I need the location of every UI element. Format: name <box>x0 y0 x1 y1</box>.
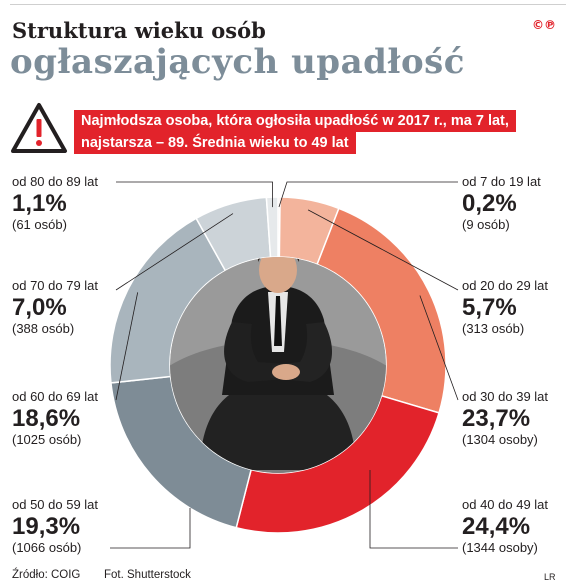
pct-70-79: 7,0% <box>12 294 67 321</box>
range-80-89: od 80 do 89 lat <box>12 174 99 189</box>
leader-line-2 <box>419 295 459 401</box>
range-40-49: od 40 do 49 lat <box>462 497 549 512</box>
pct-60-69: 18,6% <box>12 405 81 432</box>
range-50-59: od 50 do 59 lat <box>12 497 99 512</box>
label-60-69: od 60 do 69 lat 18,6% (1025 osób) <box>12 388 98 448</box>
photo-legs <box>200 380 356 470</box>
donut-slices <box>109 196 447 534</box>
leader-line-3 <box>369 470 458 549</box>
label-50-59: od 50 do 59 lat 19,3% (1066 osób) <box>12 496 98 556</box>
photo-businessman <box>170 257 386 473</box>
count-50-59: (1066 osób) <box>12 540 82 555</box>
pct-80-89: 1,1% <box>12 190 67 217</box>
source-text: Źródło: COIG <box>12 569 81 581</box>
leader-line-7 <box>116 181 273 208</box>
range-20-29: od 20 do 29 lat <box>462 278 549 293</box>
alert-line-1: Najmłodsza osoba, która ogłosiła upadłoś… <box>74 110 516 132</box>
alert-line-2: najstarsza – 89. Średnia wieku to 49 lat <box>74 132 356 154</box>
label-80-89: od 80 do 89 lat 1,1% (61 osób) <box>12 173 98 233</box>
label-30-39: od 30 do 39 lat 23,7% (1304 osoby) <box>462 388 548 448</box>
label-7-19: od 7 do 19 lat 0,2% (9 osób) <box>462 173 541 233</box>
count-20-29: (313 osób) <box>462 321 525 336</box>
pct-40-49: 24,4% <box>462 513 531 540</box>
leader-line-0 <box>278 181 458 208</box>
photo-face <box>259 257 297 293</box>
title-line-1: Struktura wieku osób <box>12 18 266 43</box>
leader-lines <box>110 181 459 549</box>
range-70-79: od 70 do 79 lat <box>12 278 99 293</box>
photo-tie <box>274 296 282 346</box>
leader-line-1 <box>307 209 459 291</box>
leader-line-6 <box>115 213 234 291</box>
title-line-2: ogłaszających upadłość <box>10 42 465 82</box>
count-60-69: (1025 osób) <box>12 432 82 447</box>
warning-icon <box>11 103 67 153</box>
pct-7-19: 0,2% <box>462 190 517 217</box>
photo-hands <box>272 364 300 380</box>
author-initials: LR <box>544 572 556 582</box>
range-7-19: od 7 do 19 lat <box>462 174 541 189</box>
label-20-29: od 20 do 29 lat 5,7% (313 osób) <box>462 277 548 337</box>
count-30-39: (1304 osoby) <box>462 432 538 447</box>
copyright-mark: ©℗ <box>532 18 556 32</box>
count-7-19: (9 osób) <box>462 217 510 232</box>
pct-30-39: 23,7% <box>462 405 531 432</box>
top-rule <box>10 4 566 5</box>
leader-line-5 <box>115 292 139 401</box>
pct-50-59: 19,3% <box>12 513 81 540</box>
range-60-69: od 60 do 69 lat <box>12 389 99 404</box>
leader-line-4 <box>110 508 191 549</box>
label-40-49: od 40 do 49 lat 24,4% (1344 osoby) <box>462 496 548 556</box>
count-80-89: (61 osób) <box>12 217 67 232</box>
count-40-49: (1344 osoby) <box>462 540 538 555</box>
label-70-79: od 70 do 79 lat 7,0% (388 osób) <box>12 277 98 337</box>
range-30-39: od 30 do 39 lat <box>462 389 549 404</box>
pct-20-29: 5,7% <box>462 294 517 321</box>
count-70-79: (388 osób) <box>12 321 75 336</box>
photo-credit: Fot. Shutterstock <box>104 569 191 581</box>
